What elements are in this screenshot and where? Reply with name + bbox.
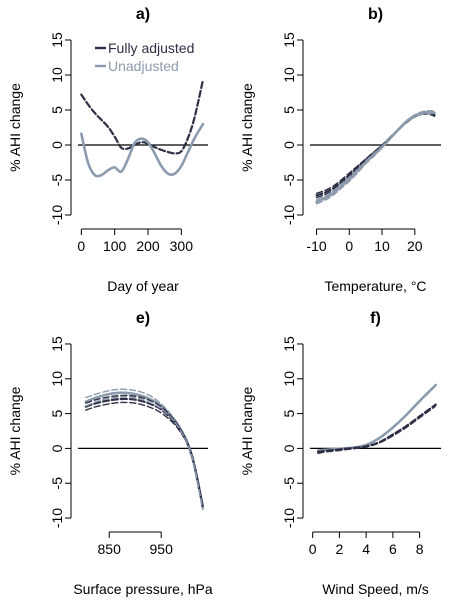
series-line-adjusted-ci — [85, 401, 204, 510]
chart-panel-3: e) -10 -5 0 5 10 15 850 950 Surface pressure, hPa… — [7, 310, 213, 597]
y-tick-label: -10 — [49, 508, 65, 528]
panel-title: e) — [136, 310, 150, 327]
y-tick-label: 5 — [281, 106, 297, 114]
x-axis-title: Wind Speed, m/s — [322, 581, 429, 597]
x-tick-label: 4 — [362, 541, 370, 557]
y-tick-label: 15 — [281, 336, 297, 352]
chart-panel-2: b) -10 -5 0 5 10 15 -10 0 10 20 Temperature, °C % AH… — [239, 6, 441, 294]
series-line-unadjusted-ci — [85, 396, 204, 511]
y-axis-title: % AHI change — [239, 83, 255, 172]
legend-label: Unadjusted — [108, 58, 179, 74]
y-tick-label: 0 — [281, 444, 297, 452]
y-tick-label: 10 — [49, 67, 65, 83]
series-line-adjusted — [84, 397, 204, 508]
y-tick-label: -10 — [281, 205, 297, 225]
y-axis-title: % AHI change — [239, 386, 255, 475]
x-tick-label: 10 — [374, 238, 390, 254]
y-tick-label: 15 — [49, 32, 65, 48]
legend-label: Fully adjusted — [108, 40, 194, 56]
y-tick-label: 5 — [49, 409, 65, 417]
x-tick-label: 6 — [389, 541, 397, 557]
y-tick-label: 10 — [281, 67, 297, 83]
series-line-adjusted-ci — [317, 405, 437, 454]
chart-panel-4: f) -10 -5 0 5 10 15 0 2 4 6 8 Wind Speed, m/s % AHI c… — [239, 310, 441, 597]
x-tick-label: 2 — [336, 541, 344, 557]
y-tick-label: 5 — [281, 409, 297, 417]
panel-title: b) — [368, 6, 383, 23]
legend: Fully adjusted Unadjusted — [95, 40, 194, 74]
y-tick-label: -10 — [49, 205, 65, 225]
y-tick-label: 15 — [49, 336, 65, 352]
x-tick-label: 850 — [98, 541, 122, 557]
x-axis-title: Temperature, °C — [324, 278, 426, 294]
series-line-unadjusted-ci — [315, 112, 436, 205]
y-tick-label: 10 — [281, 371, 297, 387]
y-tick-label: 0 — [49, 141, 65, 149]
series-line-unadjusted — [80, 122, 205, 178]
series-line-unadjusted — [84, 391, 205, 509]
series-line-unadjusted-ci — [85, 388, 204, 507]
panel-title: a) — [136, 6, 150, 23]
x-tick-label: 950 — [150, 541, 174, 557]
series-line-adjusted — [316, 403, 437, 453]
x-tick-label: 8 — [416, 541, 424, 557]
panel-title: f) — [370, 310, 381, 327]
y-tick-label: -5 — [281, 174, 297, 187]
chart-panel-1: a) -10 -5 0 5 10 15 0 100 200 300 Day of year % AHI … — [7, 6, 208, 294]
y-tick-label: -5 — [281, 477, 297, 490]
x-tick-label: 300 — [170, 238, 194, 254]
y-axis-title: % AHI change — [7, 83, 23, 172]
series-line-adjusted — [80, 78, 205, 155]
x-tick-label: 0 — [309, 541, 317, 557]
x-tick-label: 0 — [345, 238, 353, 254]
y-tick-label: 10 — [49, 371, 65, 387]
x-axis-title: Day of year — [107, 278, 179, 294]
y-axis-title: % AHI change — [7, 386, 23, 475]
y-tick-label: -5 — [49, 477, 65, 490]
series-line-unadjusted — [315, 110, 436, 203]
y-tick-label: 5 — [49, 106, 65, 114]
y-tick-label: 15 — [281, 32, 297, 48]
y-tick-label: -5 — [49, 174, 65, 187]
x-axis-title: Surface pressure, hPa — [73, 581, 213, 597]
x-tick-label: 20 — [407, 238, 423, 254]
x-tick-label: 200 — [136, 238, 160, 254]
x-tick-label: -10 — [306, 238, 326, 254]
y-tick-label: 0 — [49, 444, 65, 452]
x-tick-label: 0 — [77, 238, 85, 254]
x-tick-label: 100 — [103, 238, 127, 254]
series-line-adjusted-ci — [85, 394, 204, 506]
y-tick-label: -10 — [281, 508, 297, 528]
y-tick-label: 0 — [281, 141, 297, 149]
